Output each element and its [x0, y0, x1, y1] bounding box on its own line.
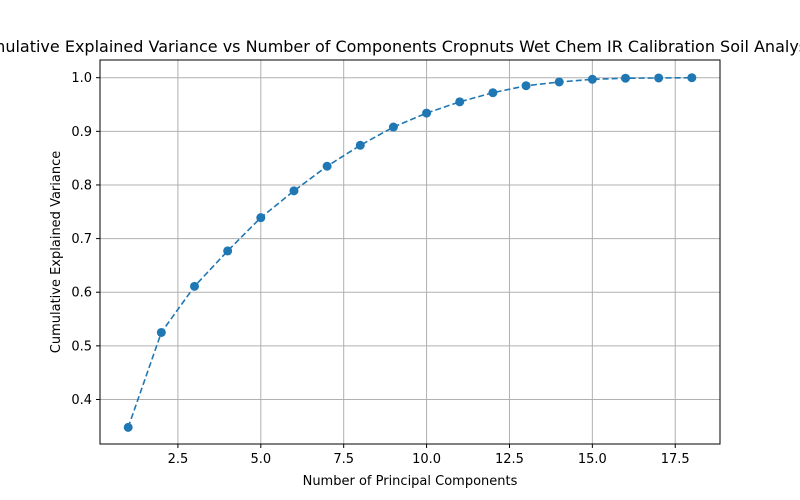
- y-tick-label: 0.4: [71, 393, 92, 408]
- x-tick-label: 15.0: [578, 452, 607, 467]
- y-tick-label: 1.0: [71, 71, 92, 86]
- plot-frame: [99, 59, 721, 445]
- data-markers: [123, 73, 697, 432]
- grid: [100, 60, 720, 444]
- data-point: [355, 140, 365, 150]
- y-axis-title: Cumulative Explained Variance: [49, 151, 64, 353]
- y-tick-label: 0.7: [71, 232, 92, 247]
- x-tick-label: 17.5: [661, 452, 690, 467]
- data-point: [123, 422, 133, 432]
- data-point: [554, 77, 564, 87]
- x-axis-title: Number of Principal Components: [303, 474, 518, 489]
- x-tick-label: 10.0: [412, 452, 441, 467]
- chart-title: Cumulative Explained Variance vs Number …: [0, 37, 800, 56]
- x-tick-label: 7.5: [333, 452, 354, 467]
- data-point: [621, 73, 631, 83]
- y-tick-label: 0.9: [71, 125, 92, 140]
- data-point: [388, 122, 398, 132]
- x-tick-label: 5.0: [250, 452, 271, 467]
- data-point: [422, 108, 432, 118]
- data-point: [455, 97, 465, 107]
- data-point: [587, 74, 597, 84]
- x-tick-label: 12.5: [495, 452, 524, 467]
- data-point: [654, 73, 664, 83]
- data-point: [289, 186, 299, 196]
- series-line: [127, 76, 692, 428]
- data-point: [687, 73, 697, 83]
- y-tick-label: 0.8: [71, 178, 92, 193]
- y-tick-label: 0.5: [71, 339, 92, 354]
- y-axis-ticks: 0.4 0.5 0.6 0.7 0.8 0.9 1.0: [71, 71, 100, 408]
- data-point: [156, 327, 166, 337]
- data-point: [256, 213, 266, 223]
- data-point: [521, 81, 531, 91]
- series-line-layer: [127, 76, 692, 428]
- data-point: [189, 281, 199, 291]
- x-tick-label: 2.5: [168, 452, 189, 467]
- x-axis-ticks: 2.5 5.0 7.5 10.0 12.5 15.0 17.5: [168, 444, 690, 467]
- data-point: [223, 246, 233, 256]
- data-point: [488, 88, 498, 98]
- y-tick-label: 0.6: [71, 286, 92, 301]
- data-point: [322, 161, 332, 171]
